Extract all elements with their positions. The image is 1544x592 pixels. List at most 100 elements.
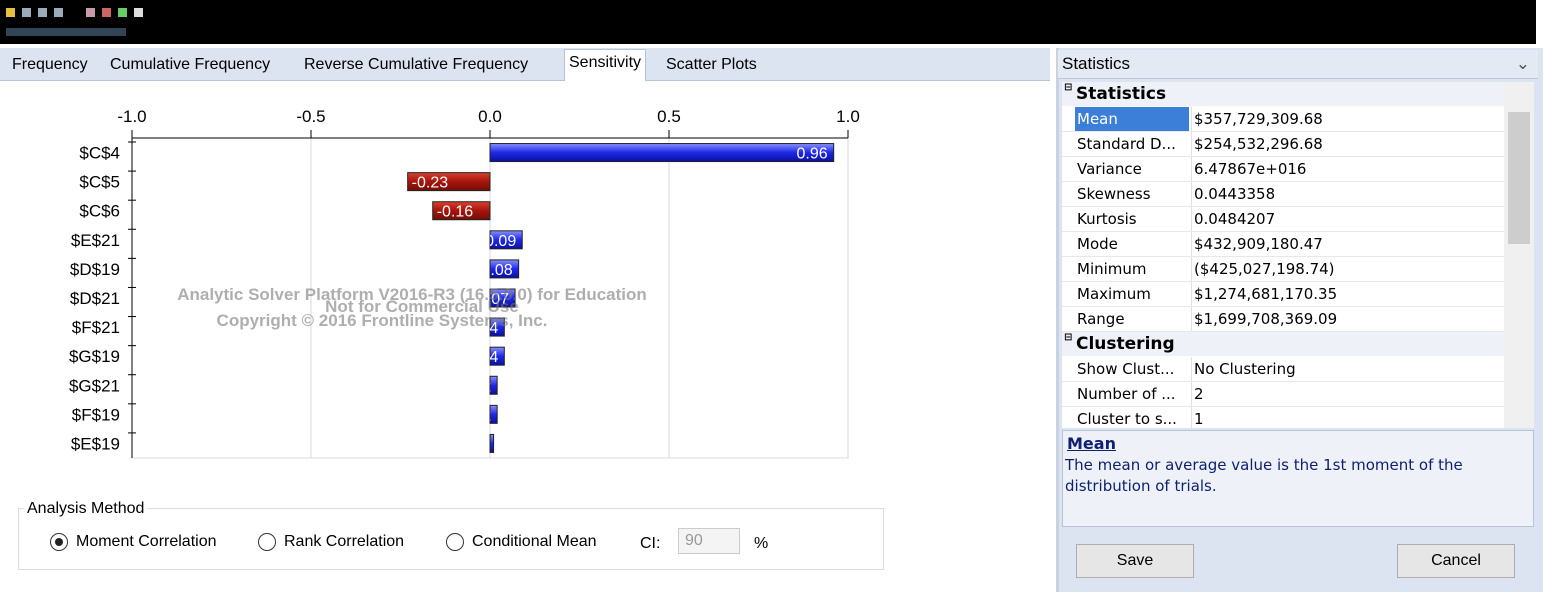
- bar: [489, 433, 495, 453]
- radio[interactable]: [258, 533, 276, 551]
- property-row[interactable]: Maximum $1,274,681,170.35: [1062, 282, 1504, 307]
- bar: [489, 375, 498, 395]
- property-row[interactable]: Variance 6.47867e+016: [1062, 157, 1504, 182]
- save-button[interactable]: Save: [1076, 544, 1194, 578]
- y-tick-label: $G$21: [69, 376, 120, 395]
- section-header[interactable]: Statistics ⊟: [1062, 82, 1504, 106]
- icon[interactable]: [38, 8, 47, 17]
- section-title: Statistics: [1076, 84, 1167, 104]
- tab[interactable]: Frequency: [12, 56, 88, 73]
- property-name: Variance: [1077, 160, 1142, 178]
- y-tick-label: $E$21: [71, 231, 120, 250]
- description-box: Mean The mean or average value is the 1s…: [1062, 430, 1534, 527]
- radio-label[interactable]: Moment Correlation: [76, 533, 217, 550]
- property-row[interactable]: Number of ... 2: [1062, 382, 1504, 407]
- y-tick-label: $C$5: [79, 173, 120, 192]
- property-name: Mode: [1077, 235, 1118, 253]
- collapse-icon[interactable]: ⊟: [1064, 332, 1073, 343]
- scrollbar[interactable]: [1504, 82, 1534, 428]
- tab[interactable]: Scatter Plots: [666, 56, 757, 73]
- data-label: 0.04: [467, 349, 498, 366]
- group-title: Analysis Method: [24, 500, 148, 518]
- icon[interactable]: [134, 8, 143, 17]
- property-value: $432,909,180.47: [1191, 232, 1323, 256]
- property-name: Show Clust...: [1077, 360, 1175, 378]
- y-tick-label: $D$19: [70, 260, 120, 279]
- tab[interactable]: Reverse Cumulative Frequency: [304, 56, 529, 73]
- watermark: Not for Commercial Use: [325, 297, 519, 316]
- property-value: 6.47867e+016: [1191, 157, 1306, 181]
- bar: [489, 317, 505, 337]
- tab[interactable]: Sensitivity: [564, 49, 647, 81]
- watermark: Copyright © 2016 Frontline Systems, Inc.: [217, 311, 548, 330]
- dropdown-arrow[interactable]: ⌄: [1515, 54, 1530, 73]
- property-row[interactable]: Show Clust... No Clustering: [1062, 357, 1504, 382]
- y-tick-label: $E$19: [71, 434, 120, 453]
- data-label: 0.02: [460, 407, 491, 424]
- cancel-button[interactable]: Cancel: [1397, 544, 1515, 578]
- bar: [489, 230, 523, 250]
- radio[interactable]: [446, 533, 464, 551]
- property-row[interactable]: Mean $357,729,309.68: [1062, 107, 1504, 132]
- tab[interactable]: Cumulative Frequency: [110, 56, 271, 73]
- data-label: 0.08: [481, 262, 512, 279]
- bar: [489, 259, 520, 279]
- description-title: Mean: [1067, 434, 1116, 453]
- property-name: Maximum: [1077, 285, 1151, 303]
- section-title: Clustering: [1076, 334, 1175, 354]
- x-tick-label: 0.5: [657, 107, 681, 126]
- property-value: 2: [1191, 382, 1204, 406]
- y-tick-label: $C$6: [79, 202, 120, 221]
- radio-label[interactable]: Conditional Mean: [472, 533, 597, 550]
- y-tick-label: $C$4: [79, 144, 120, 163]
- property-value: $1,699,708,369.09: [1191, 307, 1337, 331]
- property-row[interactable]: Standard D... $254,532,296.68: [1062, 132, 1504, 157]
- property-row[interactable]: Skewness 0.0443358: [1062, 182, 1504, 207]
- y-tick-label: $F$19: [72, 405, 120, 424]
- x-tick-label: -1.0: [117, 107, 146, 126]
- toolbar: [0, 0, 1536, 44]
- property-row[interactable]: Minimum ($425,027,198.74): [1062, 257, 1504, 282]
- property-value: No Clustering: [1191, 357, 1296, 381]
- ci-label: CI:: [640, 535, 661, 552]
- analysis-method-group: [18, 508, 884, 570]
- property-name: Cluster to s...: [1077, 410, 1177, 428]
- bar: [489, 346, 505, 366]
- property-value: $1,274,681,170.35: [1191, 282, 1337, 306]
- data-label: -0.23: [412, 175, 449, 192]
- panel-header[interactable]: Statistics ⌄: [1058, 50, 1538, 79]
- property-name: Range: [1077, 310, 1125, 328]
- icon[interactable]: [54, 8, 63, 17]
- data-label: 0.04: [467, 320, 498, 337]
- radio-checked[interactable]: [50, 533, 68, 551]
- property-row[interactable]: Mode $432,909,180.47: [1062, 232, 1504, 257]
- property-grid: Statistics ⊟ Mean $357,729,309.68 Standard D…: [1062, 82, 1504, 428]
- icon-row[interactable]: [6, 28, 126, 36]
- data-label: 0.09: [485, 233, 516, 250]
- icon[interactable]: [102, 8, 111, 17]
- data-label: 0.96: [797, 146, 828, 163]
- property-row[interactable]: Range $1,699,708,369.09: [1062, 307, 1504, 332]
- y-tick-label: $D$21: [70, 289, 120, 308]
- bar: [489, 404, 498, 424]
- tab-bar: [0, 48, 1050, 81]
- bar: [489, 143, 835, 163]
- property-name: Number of ...: [1077, 385, 1176, 403]
- property-value: $254,532,296.68: [1191, 132, 1323, 156]
- property-name: Mean: [1075, 107, 1189, 131]
- data-label: 0.07: [478, 291, 509, 308]
- icon[interactable]: [22, 8, 31, 17]
- property-row[interactable]: Kurtosis 0.0484207: [1062, 207, 1504, 232]
- y-tick-label: $G$19: [69, 347, 120, 366]
- ci-input[interactable]: 90: [678, 528, 740, 554]
- property-row[interactable]: Cluster to s... 1: [1062, 407, 1504, 428]
- bar: [407, 172, 491, 192]
- icon[interactable]: [86, 8, 95, 17]
- icon[interactable]: [6, 8, 15, 17]
- radio-label[interactable]: Rank Correlation: [284, 533, 405, 550]
- icon[interactable]: [118, 8, 127, 17]
- section-header[interactable]: Clustering ⊟: [1062, 332, 1504, 356]
- x-tick-label: 0.0: [478, 107, 502, 126]
- collapse-icon[interactable]: ⊟: [1064, 82, 1073, 93]
